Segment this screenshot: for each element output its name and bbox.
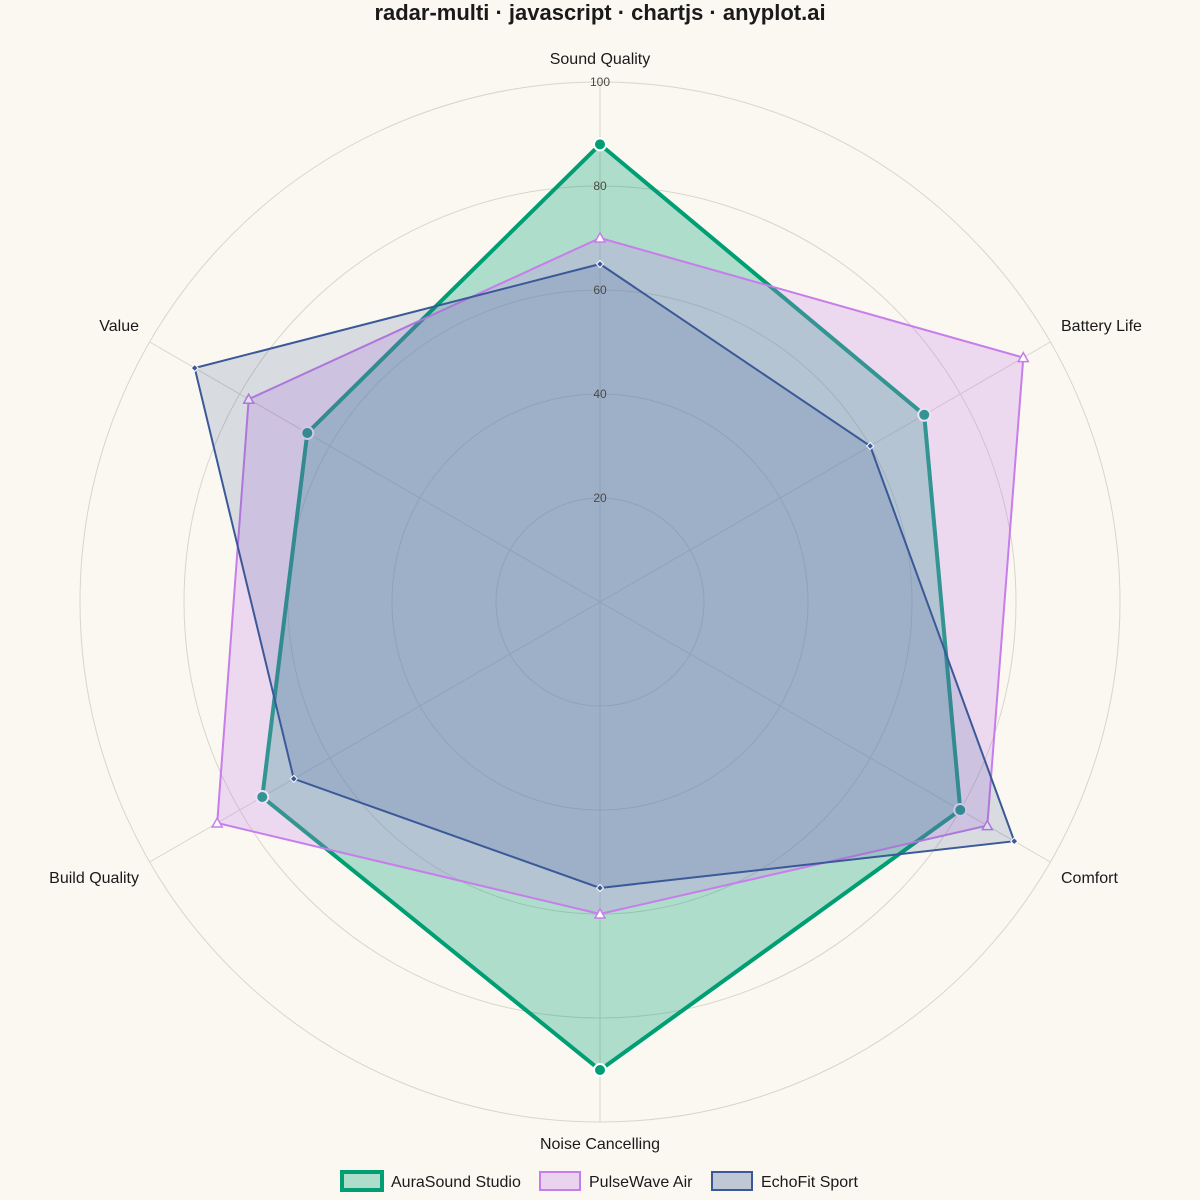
axis-label-1: Battery Life — [1061, 318, 1142, 335]
data-point-2-4[interactable] — [289, 774, 299, 784]
radial-tick-labels: 20 40 60 80 100 — [590, 75, 610, 505]
data-point-0-2[interactable] — [953, 803, 968, 817]
axis-labels: Sound Quality Battery Life Comfort Noise Ca… — [49, 51, 1142, 1153]
data-point-1-4[interactable] — [210, 816, 224, 828]
axis-label-4: Build Quality — [49, 870, 139, 887]
series-2 — [190, 259, 1019, 893]
data-point-1-2[interactable] — [981, 819, 994, 831]
grid-spoke-4 — [149, 601, 601, 863]
data-point-1-3[interactable] — [593, 907, 607, 919]
data-point-0-5[interactable] — [300, 426, 315, 440]
axis-label-2: Comfort — [1061, 870, 1118, 887]
data-point-1-1[interactable] — [1017, 351, 1030, 363]
data-point-2-5[interactable] — [190, 363, 199, 373]
tick-label-4: 100 — [590, 75, 610, 89]
radar-grid — [79, 81, 1121, 1123]
legend-swatch-1 — [539, 1171, 581, 1191]
axis-label-3: Noise Cancelling — [540, 1136, 660, 1153]
legend: AuraSound Studio PulseWave Air EchoFit Spo… — [340, 1170, 858, 1192]
tick-label-1: 40 — [593, 387, 607, 401]
data-point-0-1[interactable] — [917, 407, 932, 422]
tick-label-0: 20 — [593, 491, 607, 505]
data-point-1-0[interactable] — [593, 231, 607, 243]
legend-swatch-0 — [340, 1170, 384, 1192]
data-point-2-0[interactable] — [595, 259, 605, 269]
chart-title: radar-multi · javascript · chartjs · any… — [374, 0, 825, 25]
data-point-0-0[interactable] — [593, 137, 607, 152]
tick-label-3: 80 — [593, 179, 607, 193]
legend-item-2[interactable]: EchoFit Sport — [711, 1171, 858, 1191]
legend-label-1: PulseWave Air — [589, 1174, 693, 1191]
grid-spoke-1 — [599, 341, 1051, 603]
data-point-2-3[interactable] — [595, 883, 605, 893]
data-point-0-4[interactable] — [255, 790, 270, 804]
radar-series — [190, 137, 1030, 1077]
axis-label-5: Value — [99, 318, 139, 335]
legend-item-0[interactable]: AuraSound Studio — [340, 1170, 521, 1192]
legend-swatch-2 — [711, 1171, 753, 1191]
series-0 — [255, 137, 968, 1077]
legend-label-0: AuraSound Studio — [391, 1174, 521, 1191]
data-point-0-3[interactable] — [593, 1063, 607, 1077]
grid-spoke-5 — [149, 341, 601, 603]
legend-label-2: EchoFit Sport — [761, 1174, 858, 1191]
data-point-1-5[interactable] — [242, 392, 255, 404]
grid-spoke-2 — [599, 601, 1051, 863]
tick-label-2: 60 — [593, 283, 607, 297]
legend-item-1[interactable]: PulseWave Air — [539, 1171, 693, 1191]
axis-label-0: Sound Quality — [550, 51, 651, 68]
series-1 — [210, 231, 1030, 919]
data-point-2-1[interactable] — [865, 441, 875, 451]
data-point-2-2[interactable] — [1010, 836, 1019, 846]
